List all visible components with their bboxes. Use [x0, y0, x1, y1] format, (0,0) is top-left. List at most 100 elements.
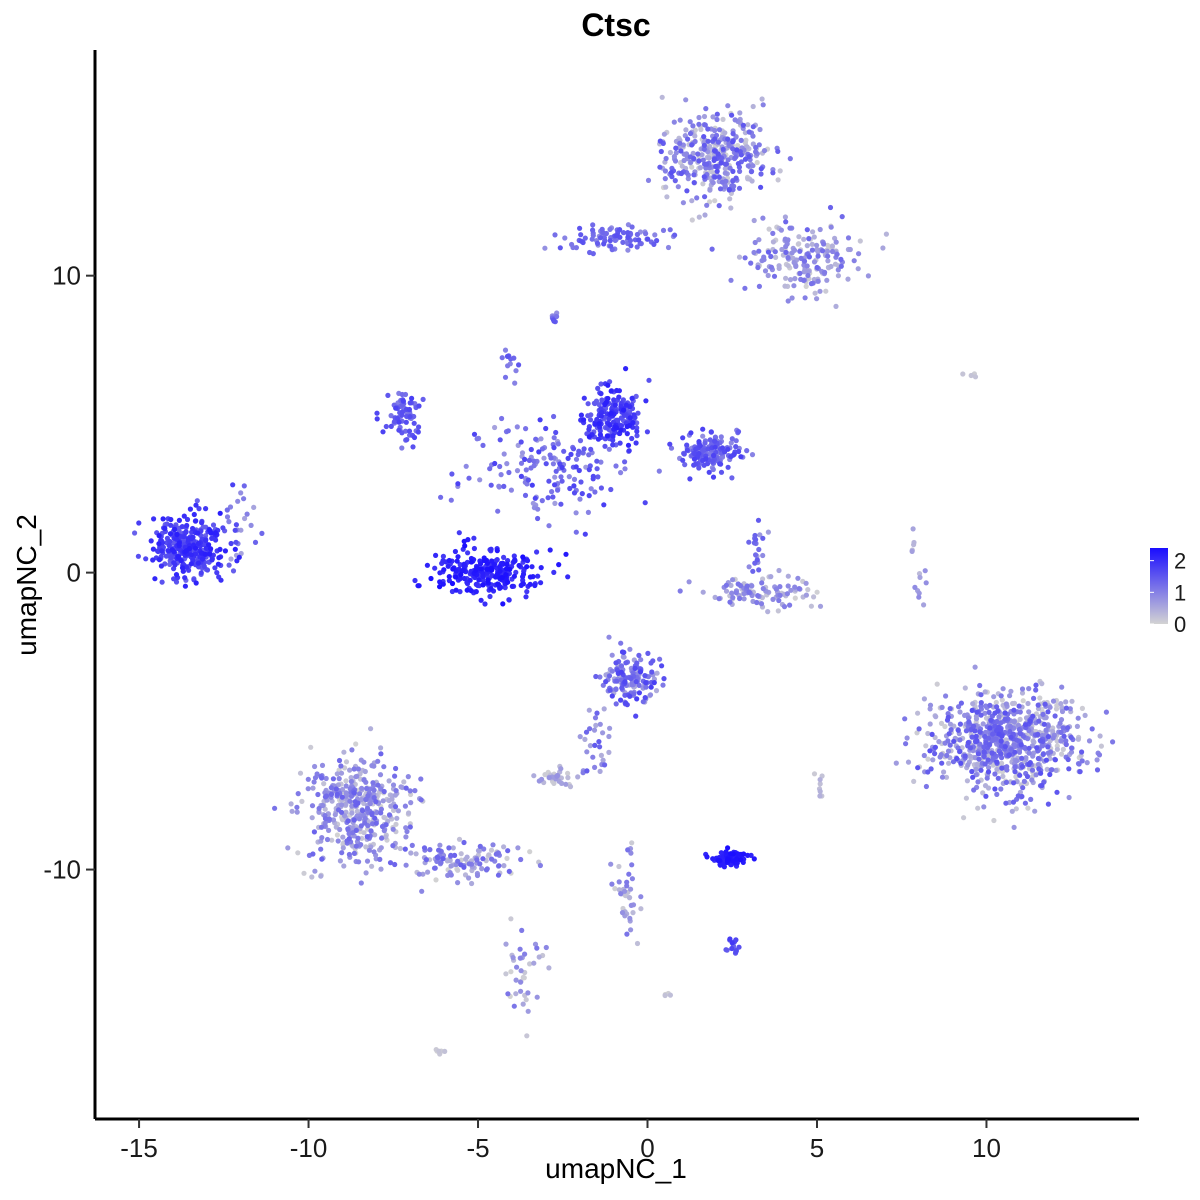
cell-point-right-blob: [1002, 710, 1008, 716]
cell-point-center-right-top: [581, 395, 587, 401]
cell-point-left-blob: [214, 570, 220, 576]
cell-point-top-cluster: [736, 185, 743, 191]
cell-point-right-blob: [902, 716, 908, 722]
cell-point-right-blob: [1030, 753, 1036, 759]
cell-point-mid-right-arc: [781, 604, 788, 610]
cell-point-small-cluster-a: [575, 774, 581, 780]
cell-point-lower-left-stem: [513, 991, 519, 997]
cell-point-right-blob: [955, 727, 961, 733]
cell-point-center-left-lobe: [380, 429, 386, 435]
cell-point-lower-stem: [616, 863, 622, 870]
cell-point-top-cluster: [725, 157, 731, 163]
cell-point-center-arms: [531, 458, 537, 464]
cell-point-top-right-tail: [766, 226, 772, 232]
cell-point-top-right-tail: [770, 239, 777, 245]
cell-point-right-blob: [934, 681, 940, 687]
cell-point-center-right-top: [618, 423, 625, 429]
cell-point-center-arms: [588, 486, 594, 492]
cell-point-lower-stem: [619, 910, 626, 916]
x-tick-label: -15: [120, 1133, 158, 1163]
cell-point-center-cup: [501, 554, 507, 561]
cell-point-top-cluster: [722, 161, 729, 167]
cell-point-lower-left: [408, 850, 414, 856]
cell-point-lower-left: [335, 838, 341, 844]
cell-point-center-arms: [536, 449, 542, 455]
cell-point-right-blob: [1057, 720, 1063, 726]
cell-point-right-blob: [973, 716, 980, 722]
cell-point-top-cluster: [759, 96, 765, 102]
cell-point-top-cluster: [697, 165, 704, 171]
cell-point-right-blob: [939, 774, 946, 780]
cell-point-right-blob: [1035, 702, 1041, 708]
cell-point-lower-left-tail: [433, 877, 439, 883]
cell-point-right-blob: [971, 787, 977, 793]
cell-point-center-right-mid: [711, 452, 717, 459]
cell-point-lower-left: [309, 815, 315, 821]
cell-point-top-cluster: [758, 171, 764, 177]
cell-point-right-blob: [974, 709, 980, 715]
cell-point-top-right-tail: [783, 275, 789, 281]
cell-point-top-cluster: [675, 184, 681, 190]
cell-point-right-blob: [994, 704, 1000, 710]
cell-point-center-arms: [449, 471, 455, 477]
cell-point-right-blob: [1021, 778, 1027, 785]
cell-point-right-blob: [1045, 709, 1051, 715]
cell-point-center-right-mid: [712, 444, 718, 450]
cell-point-top-cluster: [669, 174, 675, 180]
cell-point-lower-center-tail: [577, 734, 583, 740]
cell-point-mid-right-small: [753, 537, 759, 543]
cell-point-top-cluster: [677, 140, 683, 146]
cell-point-right-blob: [933, 714, 939, 720]
cell-point-lower-left: [403, 834, 409, 840]
cell-point-center-left-lobe: [400, 398, 406, 404]
cell-point-center-arms: [518, 473, 525, 479]
cell-point-right-blob: [905, 759, 912, 765]
cell-point-lower-center: [643, 684, 649, 690]
cell-point-lower-left: [336, 776, 342, 782]
cell-point-left-blob: [169, 547, 175, 553]
cell-point-right-blob: [941, 769, 947, 775]
cell-point-center-right-top: [612, 402, 618, 408]
cell-point-small-cluster-a: [565, 770, 571, 776]
cell-point-center-arms: [535, 506, 541, 512]
cell-point-upper-strand: [512, 380, 518, 386]
cell-point-right-blob: [976, 756, 982, 762]
cell-point-bottom-dense: [723, 849, 729, 855]
cell-point-lower-left: [346, 836, 352, 842]
cell-point-top-band: [667, 227, 673, 233]
cell-point-small-cluster-a: [551, 780, 557, 787]
cell-point-lower-center: [645, 650, 651, 657]
cell-point-lower-left: [343, 801, 349, 808]
cell-point-lower-center: [609, 693, 615, 699]
cell-point-lower-center: [603, 679, 609, 685]
cell-point-lower-center: [607, 687, 613, 693]
cell-point-right-blob: [1068, 734, 1074, 741]
cell-point-right-blob: [1020, 785, 1026, 791]
cell-point-left-blob: [193, 518, 199, 524]
cell-point-lower-center: [638, 657, 644, 663]
cell-point-top-cluster: [727, 196, 733, 202]
cell-point-left-blob: [213, 537, 219, 543]
cell-point-mid-right-arc: [735, 581, 741, 587]
cell-point-lower-center-tail: [590, 754, 596, 760]
cell-point-lower-left: [294, 804, 300, 810]
cell-point-top-right-tail: [845, 235, 852, 241]
cell-point-right-blob: [932, 744, 939, 750]
cell-point-right-blob: [1000, 686, 1006, 692]
cell-point-center-right-top: [586, 434, 593, 440]
cell-point-left-blob: [155, 548, 161, 554]
cell-point-lower-left: [311, 829, 317, 835]
cell-point-center-left-lobe: [399, 445, 405, 451]
cell-point-top-cluster: [716, 203, 722, 209]
cell-point-lower-left: [350, 843, 356, 849]
cell-point-lower-left-stem: [508, 916, 514, 922]
cell-point-lower-left: [351, 766, 357, 772]
cell-point-left-blob: [160, 516, 166, 522]
cell-point-right-blob: [1063, 699, 1069, 705]
cell-point-top-right-tail: [751, 217, 757, 224]
cell-point-top-cluster: [692, 138, 698, 145]
cell-point-top-cluster: [664, 194, 670, 200]
cell-point-lower-left: [355, 800, 361, 806]
cell-point-top-cluster: [701, 174, 707, 180]
cell-point-center-right-mid: [729, 436, 735, 442]
